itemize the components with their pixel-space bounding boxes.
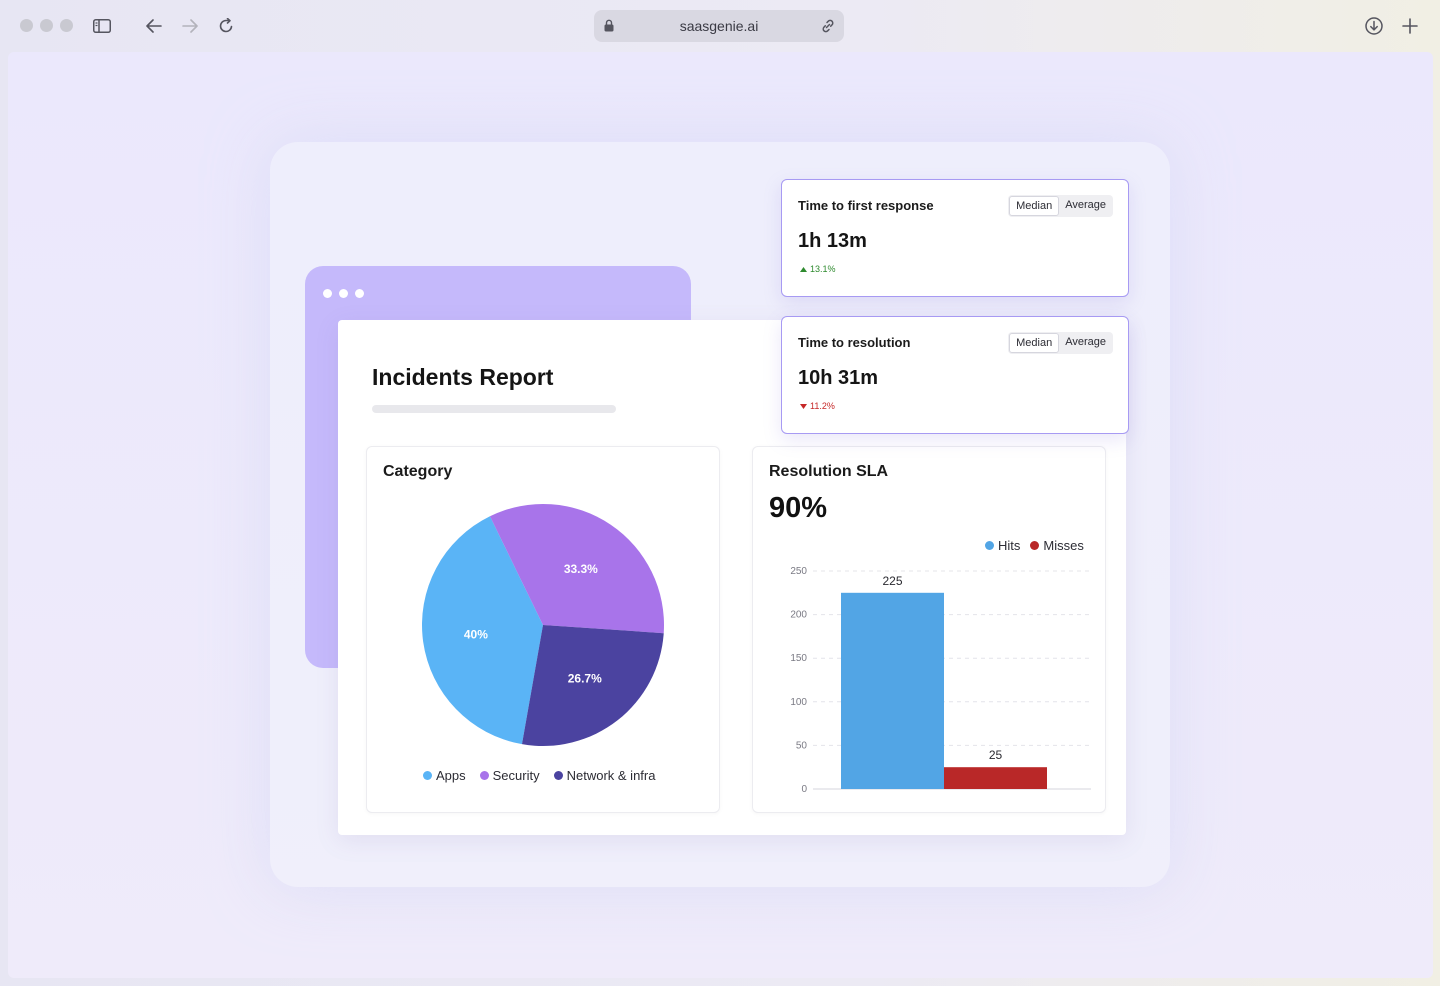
metric-change: 11.2% bbox=[800, 401, 835, 411]
close-window-dot[interactable] bbox=[20, 19, 33, 32]
sla-legend: Hits Misses bbox=[985, 538, 1084, 553]
category-title: Category bbox=[383, 463, 453, 480]
legend-label: Network & infra bbox=[566, 768, 656, 783]
legend-swatch bbox=[985, 541, 994, 550]
sla-title: Resolution SLA bbox=[769, 463, 889, 480]
resolution-sla-panel: Resolution SLA 90% Hits Misses 0 50 100 150… bbox=[752, 446, 1106, 813]
change-value: 13.1% bbox=[810, 264, 836, 274]
reload-icon[interactable] bbox=[214, 14, 238, 38]
url-text: saasgenie.ai bbox=[679, 18, 759, 34]
pie-slice-apps[interactable] bbox=[422, 516, 543, 745]
change-value: 11.2% bbox=[810, 401, 835, 411]
window-dot bbox=[339, 289, 348, 298]
y-tick-label: 50 bbox=[796, 740, 808, 751]
legend-label: Hits bbox=[998, 538, 1021, 553]
y-tick-label: 0 bbox=[801, 784, 807, 795]
maximize-window-dot[interactable] bbox=[60, 19, 73, 32]
first-response-card: Time to first response Median Average 1h… bbox=[781, 179, 1129, 297]
window-dot bbox=[355, 289, 364, 298]
up-caret-icon bbox=[800, 266, 807, 272]
page-viewport: Incidents Report Category 40% 33.3% 26.7% … bbox=[8, 52, 1433, 978]
report-placeholder-bar bbox=[372, 405, 616, 413]
bar-hits[interactable] bbox=[841, 592, 944, 789]
legend-swatch bbox=[479, 771, 489, 780]
forward-arrow-icon[interactable] bbox=[178, 14, 202, 38]
legend-swatch bbox=[423, 771, 432, 780]
pie-slice-label: 33.3% bbox=[564, 562, 598, 576]
average-toggle-button[interactable]: Average bbox=[1065, 199, 1106, 211]
window-dot bbox=[323, 289, 332, 298]
legend-item-security[interactable]: Security bbox=[479, 768, 540, 783]
minimize-window-dot[interactable] bbox=[40, 19, 53, 32]
report-title: Incidents Report bbox=[372, 364, 554, 390]
sla-bar-chart: 0 50 100 150 200 250 225 25 bbox=[790, 566, 1091, 795]
metric-change: 13.1% bbox=[800, 264, 836, 274]
metric-title: Time to resolution bbox=[798, 335, 911, 350]
y-tick-label: 150 bbox=[790, 653, 807, 664]
sla-value: 90% bbox=[769, 492, 828, 524]
sidebar-toggle-icon[interactable] bbox=[90, 14, 114, 38]
legend-swatch bbox=[1030, 541, 1040, 550]
bar-value-label: 225 bbox=[882, 574, 902, 588]
legend-label: Security bbox=[492, 768, 540, 783]
bar-misses[interactable] bbox=[944, 767, 1047, 789]
metric-value: 10h 31m bbox=[798, 367, 879, 389]
median-average-toggle: Median Average bbox=[1008, 195, 1113, 217]
average-toggle-button[interactable]: Average bbox=[1065, 336, 1106, 348]
pie-slice-label: 26.7% bbox=[568, 671, 602, 685]
legend-item-network-infra[interactable]: Network & infra bbox=[553, 768, 656, 783]
y-tick-label: 100 bbox=[790, 697, 807, 708]
legend-label: Apps bbox=[436, 768, 466, 783]
browser-toolbar: saasgenie.ai bbox=[0, 0, 1440, 52]
new-tab-plus-icon[interactable] bbox=[1398, 14, 1422, 38]
pie-slice-network-infra[interactable] bbox=[521, 625, 664, 746]
link-icon[interactable] bbox=[820, 18, 836, 37]
category-pie-chart: 40% 33.3% 26.7% bbox=[422, 504, 664, 746]
legend-item-misses[interactable]: Misses bbox=[1030, 538, 1084, 553]
legend-swatch bbox=[553, 771, 563, 780]
y-tick-label: 250 bbox=[790, 566, 807, 577]
resolution-time-card: Time to resolution Median Average 10h 31… bbox=[781, 316, 1129, 434]
lock-icon bbox=[604, 19, 614, 35]
category-panel: Category 40% 33.3% 26.7% Apps Security Net… bbox=[366, 446, 720, 813]
address-bar[interactable]: saasgenie.ai bbox=[594, 10, 844, 42]
legend-item-hits[interactable]: Hits bbox=[985, 538, 1020, 553]
category-legend: Apps Security Network & infra bbox=[423, 768, 655, 783]
back-arrow-icon[interactable] bbox=[142, 14, 166, 38]
download-icon[interactable] bbox=[1362, 14, 1386, 38]
y-tick-label: 200 bbox=[790, 610, 807, 621]
bar-value-label: 25 bbox=[989, 748, 1003, 762]
legend-item-apps[interactable]: Apps bbox=[423, 768, 466, 783]
median-average-toggle: Median Average bbox=[1008, 332, 1113, 354]
pie-slice-security[interactable] bbox=[489, 504, 664, 634]
pie-slice-label: 40% bbox=[464, 627, 488, 641]
down-caret-icon bbox=[800, 403, 807, 409]
legend-label: Misses bbox=[1043, 538, 1084, 553]
median-toggle-button[interactable]: Median bbox=[1009, 196, 1060, 216]
metric-title: Time to first response bbox=[798, 198, 934, 213]
metric-value: 1h 13m bbox=[798, 230, 867, 252]
median-toggle-button[interactable]: Median bbox=[1009, 333, 1060, 353]
